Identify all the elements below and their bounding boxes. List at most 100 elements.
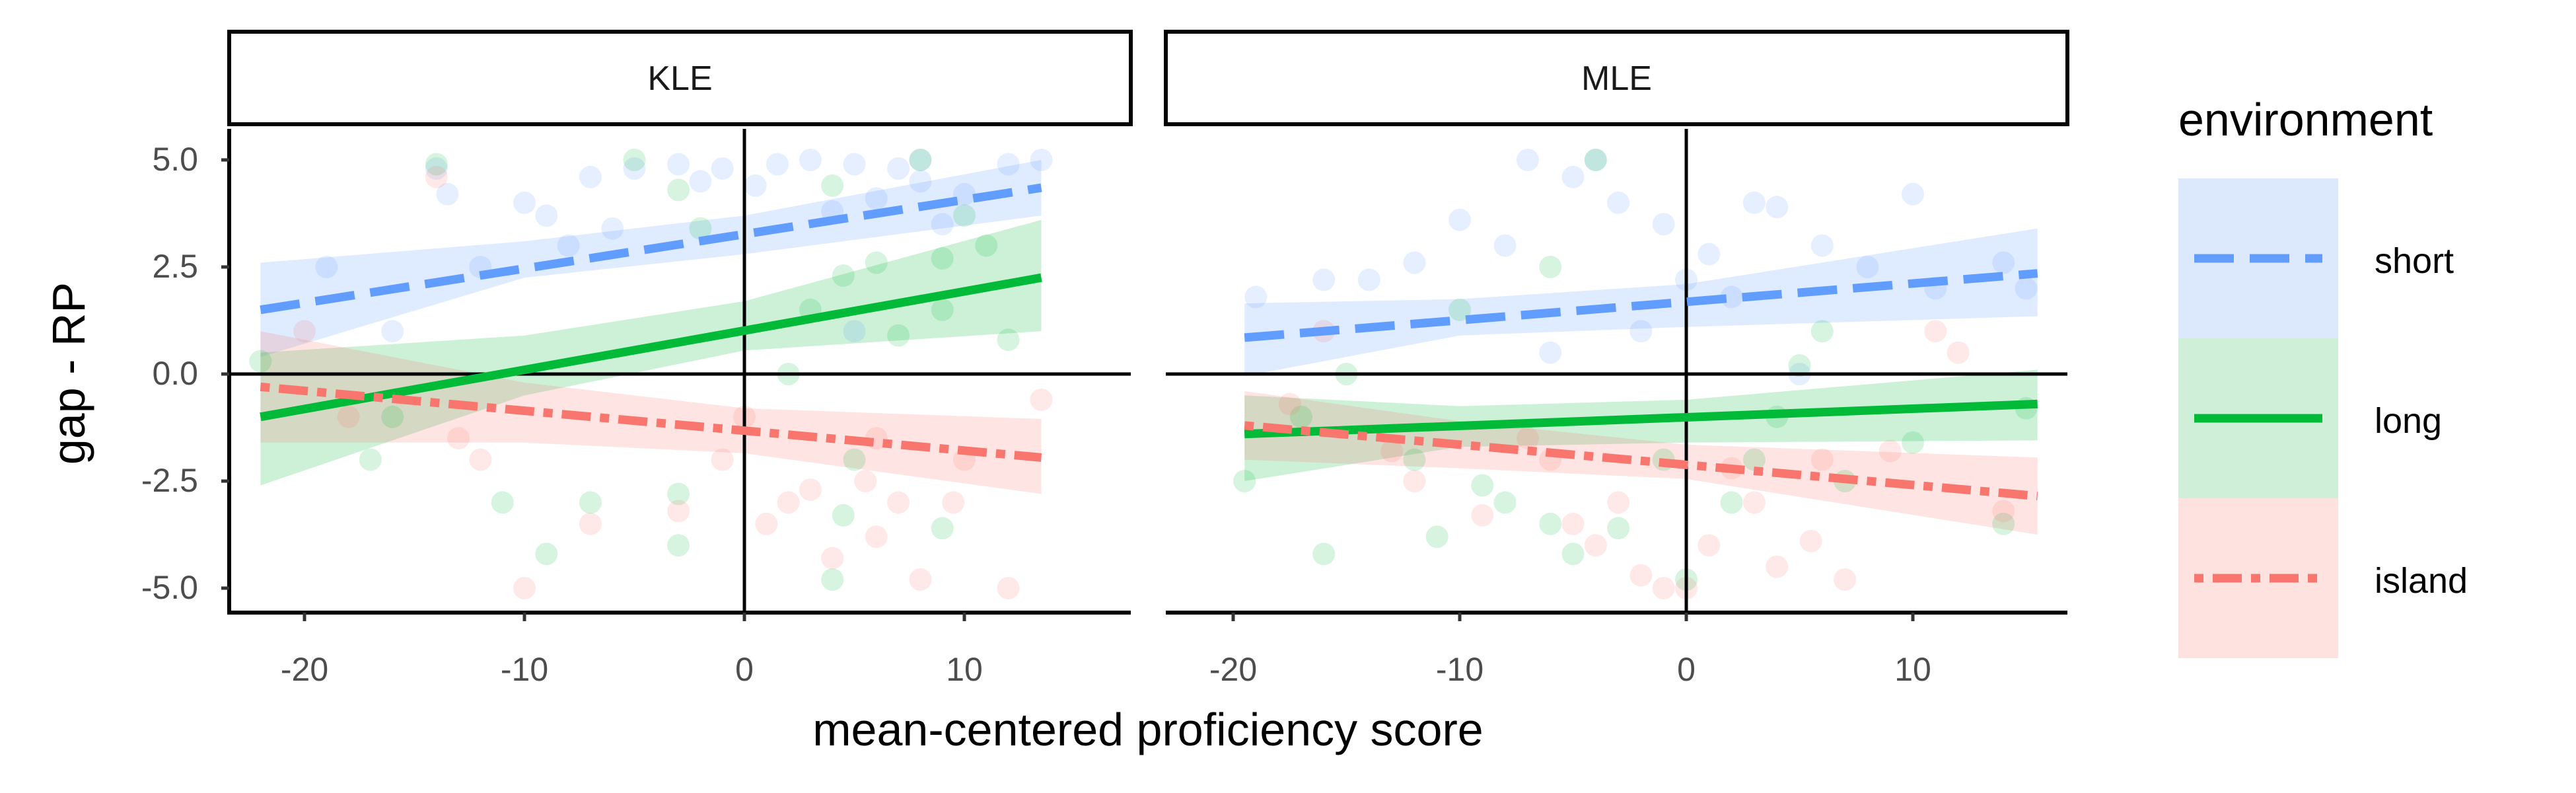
data-point-island xyxy=(711,448,734,471)
y-tick-label: 2.5 xyxy=(152,248,198,285)
facet-strip-kle-box xyxy=(227,30,1133,126)
data-point-short xyxy=(557,234,580,257)
data-point-short xyxy=(1902,182,1924,206)
facet-strip-mle-box xyxy=(1164,30,2069,126)
data-point-island xyxy=(1834,568,1857,591)
data-point-long xyxy=(667,482,690,506)
legend-label-long: long xyxy=(2375,401,2442,441)
data-point-short xyxy=(1698,243,1721,266)
data-point-short xyxy=(425,157,448,180)
x-tick-label: 0 xyxy=(735,651,754,688)
data-point-short xyxy=(315,256,338,278)
data-point-long xyxy=(1493,491,1517,514)
legend-title: environment xyxy=(2178,94,2433,145)
facet-strip-mle: MLE xyxy=(1164,30,2069,126)
data-point-short xyxy=(623,157,646,180)
x-axis-mle: -20 -10 0 10 xyxy=(1209,651,1931,688)
data-point-long xyxy=(1902,431,1924,454)
data-point-short xyxy=(667,153,690,176)
data-point-long xyxy=(1584,149,1607,171)
data-point-long xyxy=(931,517,954,540)
data-point-long xyxy=(1992,512,2015,535)
data-point-island xyxy=(1278,393,1301,416)
y-tick-label: -2.5 xyxy=(141,462,198,499)
data-point-island xyxy=(799,478,822,501)
data-point-short xyxy=(1607,191,1630,214)
data-point-long xyxy=(249,350,272,373)
data-point-short xyxy=(909,149,932,171)
y-tick-label: 5.0 xyxy=(152,141,198,178)
data-point-short xyxy=(436,182,459,206)
confidence-band-long xyxy=(1244,369,2038,481)
confidence-band-long xyxy=(260,219,1042,486)
data-point-short xyxy=(1312,268,1336,291)
trend-line-long xyxy=(1244,399,2038,439)
data-point-short xyxy=(766,153,789,176)
data-point-short xyxy=(1357,268,1380,291)
data-point-short xyxy=(865,187,888,210)
y-axis-title: gap - RP xyxy=(43,282,94,465)
data-point-short xyxy=(711,157,734,180)
data-point-short xyxy=(1742,191,1766,214)
data-point-short xyxy=(1539,341,1562,364)
data-point-island xyxy=(1629,564,1653,587)
data-point-long xyxy=(1289,405,1312,428)
data-point-short xyxy=(931,213,954,236)
data-point-long xyxy=(1788,354,1811,377)
data-point-long xyxy=(1720,491,1743,514)
panel-mle xyxy=(1166,129,2067,621)
data-point-island xyxy=(1607,491,1630,514)
data-point-island xyxy=(667,500,690,523)
data-point-short xyxy=(1449,208,1471,231)
x-tick-label: 0 xyxy=(1677,651,1696,688)
data-point-island xyxy=(1652,577,1675,599)
data-point-long xyxy=(832,264,855,287)
data-point-short xyxy=(1652,213,1675,236)
trend-line-island xyxy=(260,382,1042,462)
data-point-short xyxy=(1629,320,1653,343)
data-point-long xyxy=(667,534,690,557)
data-point-short xyxy=(843,153,866,176)
data-point-short xyxy=(887,157,910,180)
data-point-island xyxy=(1403,470,1426,492)
data-point-island xyxy=(821,547,844,570)
data-point-short xyxy=(1561,165,1585,188)
data-point-island xyxy=(579,512,602,535)
data-point-island xyxy=(447,427,470,450)
data-point-long xyxy=(953,204,976,227)
data-point-long xyxy=(997,328,1020,352)
data-point-island xyxy=(777,491,800,514)
data-point-long xyxy=(1539,512,1562,535)
data-point-island xyxy=(997,577,1020,599)
legend-label-island: island xyxy=(2375,561,2468,601)
data-point-short xyxy=(1584,149,1607,171)
data-point-long xyxy=(1539,256,1562,278)
data-point-short xyxy=(997,153,1020,176)
data-point-island xyxy=(865,525,888,548)
data-point-long xyxy=(491,491,514,514)
x-tick-label: 10 xyxy=(1894,651,1931,688)
data-point-short xyxy=(1810,234,1834,257)
data-point-long xyxy=(381,405,404,428)
x-tick-label: -20 xyxy=(1209,651,1257,688)
legend-keys xyxy=(2178,178,2338,658)
data-point-island xyxy=(1992,500,2015,523)
data-point-long xyxy=(1403,448,1426,471)
y-axis: 5.0 2.5 0.0 -2.5 -5.0 xyxy=(141,141,198,606)
data-point-island xyxy=(942,491,965,514)
x-tick-label: -10 xyxy=(1436,651,1484,688)
data-point-island xyxy=(1766,555,1789,578)
data-point-short xyxy=(799,149,822,171)
confidence-band-island xyxy=(260,331,1042,494)
data-point-long xyxy=(359,448,382,471)
data-point-short xyxy=(1766,196,1789,219)
trend-line-long xyxy=(260,273,1042,422)
data-point-long xyxy=(579,491,602,514)
data-point-island xyxy=(1878,439,1902,463)
data-point-island xyxy=(513,577,536,599)
data-point-island xyxy=(909,568,932,591)
data-point-short xyxy=(1516,149,1539,171)
data-point-island xyxy=(337,405,360,428)
trend-line-short xyxy=(260,183,1042,315)
data-point-short xyxy=(1403,251,1426,274)
